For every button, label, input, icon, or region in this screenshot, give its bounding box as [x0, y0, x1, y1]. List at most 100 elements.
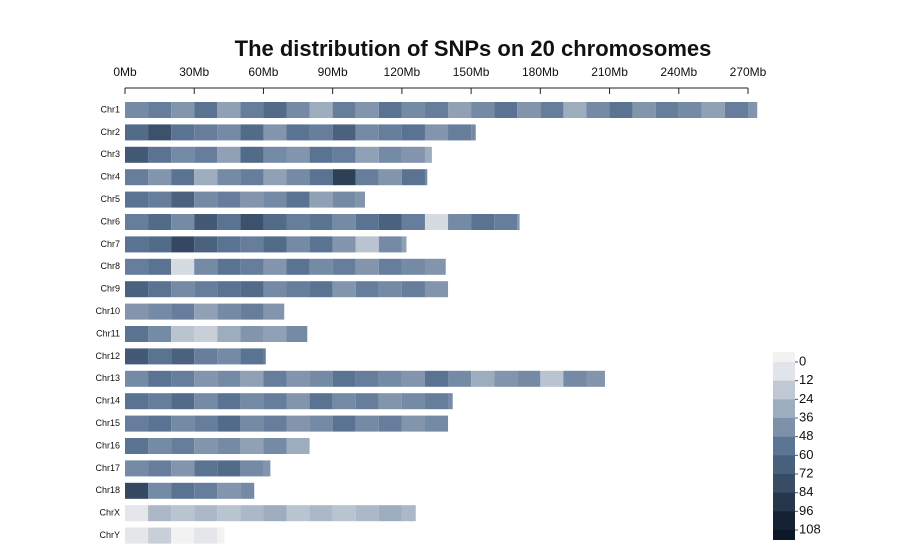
- chromosome-label: Chr9: [100, 284, 120, 294]
- density-bin: [240, 236, 264, 253]
- density-bin: [332, 146, 356, 163]
- density-bin: [263, 505, 287, 522]
- x-tick-label: 30Mb: [179, 65, 209, 79]
- density-bin: [378, 505, 402, 522]
- density-bin: [286, 415, 310, 432]
- density-bin: [240, 438, 264, 454]
- density-bin: [217, 169, 241, 186]
- density-bin: [401, 124, 425, 141]
- density-bin: [309, 505, 333, 522]
- density-bin: [517, 370, 541, 387]
- density-bin: [494, 214, 518, 230]
- density-bin: [378, 214, 402, 230]
- density-bin: [263, 303, 285, 320]
- density-bin: [148, 505, 172, 522]
- density-bin: [171, 281, 195, 298]
- density-bin: [355, 146, 379, 163]
- density-bin: [194, 438, 218, 454]
- x-tick-label: 0Mb: [113, 65, 137, 79]
- density-bin: [217, 393, 241, 410]
- density-bin: [217, 281, 241, 298]
- density-bin: [263, 415, 287, 432]
- density-bin: [125, 326, 149, 342]
- density-bin: [194, 348, 218, 365]
- density-bin: [517, 102, 541, 118]
- density-bin: [517, 214, 520, 230]
- density-bin: [263, 169, 287, 186]
- density-bin: [286, 191, 310, 208]
- density-bin: [609, 102, 633, 118]
- density-bin: [194, 505, 218, 522]
- density-bin: [217, 415, 241, 432]
- density-bin: [424, 415, 449, 432]
- density-bin: [217, 191, 241, 208]
- density-bin: [240, 281, 264, 298]
- density-bin: [125, 438, 149, 454]
- density-bin: [424, 214, 449, 230]
- density-bin: [401, 169, 425, 186]
- density-bin: [355, 124, 379, 141]
- density-bin: [309, 281, 333, 298]
- density-bin: [378, 102, 402, 118]
- density-bin: [309, 102, 333, 118]
- density-bin: [171, 370, 195, 387]
- density-bin: [263, 191, 287, 208]
- chromosome-label: Chr4: [100, 172, 120, 182]
- density-bin: [194, 169, 218, 186]
- density-bin: [471, 102, 495, 118]
- density-bin: [263, 214, 287, 230]
- density-bin: [194, 370, 218, 387]
- density-bin: [125, 482, 149, 499]
- density-bin: [125, 393, 149, 410]
- density-bin: [171, 258, 195, 275]
- density-bin: [194, 303, 218, 320]
- chart-title: The distribution of SNPs on 20 chromosom…: [235, 36, 712, 61]
- chromosome-label: Chr17: [95, 463, 120, 473]
- density-bin: [540, 102, 564, 118]
- density-bin: [171, 393, 195, 410]
- density-bin: [448, 370, 472, 387]
- density-bin: [125, 303, 149, 320]
- density-bin: [148, 258, 172, 275]
- density-bin: [424, 393, 449, 410]
- density-bin: [332, 214, 356, 230]
- density-bin: [148, 370, 172, 387]
- x-tick-label: 210Mb: [591, 65, 628, 79]
- density-bin: [217, 482, 241, 499]
- density-bin: [424, 281, 449, 298]
- density-bin: [401, 214, 425, 230]
- density-bin: [332, 258, 356, 275]
- density-bin: [448, 214, 472, 230]
- density-bin: [355, 102, 379, 118]
- density-bin: [217, 370, 241, 387]
- legend-label: 96: [799, 503, 813, 518]
- legend-block: [773, 474, 795, 494]
- chromosome-label: Chr2: [100, 127, 120, 137]
- density-bin: [171, 438, 195, 454]
- chromosome-label: Chr7: [100, 239, 120, 249]
- density-bin: [263, 146, 287, 163]
- density-bin: [378, 236, 402, 253]
- density-bin: [240, 146, 264, 163]
- density-bin: [401, 146, 425, 163]
- density-bin: [355, 505, 379, 522]
- density-bin: [309, 146, 333, 163]
- density-bin: [355, 169, 379, 186]
- density-bin: [355, 415, 379, 432]
- density-bin: [240, 326, 264, 342]
- density-bin: [125, 169, 149, 186]
- legend-label: 60: [799, 447, 813, 462]
- density-bin: [171, 460, 195, 477]
- chromosome-label: Chr13: [95, 373, 120, 383]
- density-bin: [194, 124, 218, 141]
- density-bin: [286, 370, 310, 387]
- density-bin: [378, 415, 402, 432]
- chromosome-label: Chr8: [100, 261, 120, 271]
- density-bin: [471, 214, 495, 230]
- legend-block: [773, 436, 795, 456]
- density-bin: [332, 370, 356, 387]
- density-bin: [194, 214, 218, 230]
- density-bin: [332, 191, 356, 208]
- density-bin: [240, 102, 264, 118]
- density-bin: [194, 102, 218, 118]
